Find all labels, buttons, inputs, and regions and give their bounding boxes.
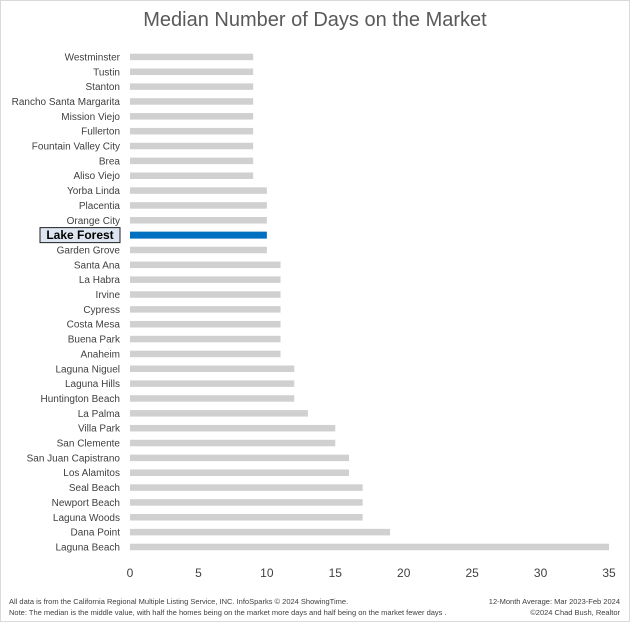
x-tick-label-20: 20 xyxy=(397,566,411,580)
category-label-huntington-beach: Huntington Beach xyxy=(40,394,120,405)
category-label-laguna-woods: Laguna Woods xyxy=(53,513,120,524)
chart-title: Median Number of Days on the Market xyxy=(143,9,487,31)
category-label-westminster: Westminster xyxy=(65,52,121,63)
bar-mission-viejo xyxy=(130,113,254,120)
category-label-brea: Brea xyxy=(99,156,121,167)
bar-la-palma xyxy=(130,410,308,417)
bar-buena-park xyxy=(130,335,281,343)
category-label-stanton: Stanton xyxy=(86,82,120,93)
category-label-la-habra: La Habra xyxy=(79,275,121,286)
bar-laguna-woods xyxy=(130,514,363,521)
bar-villa-park xyxy=(130,424,336,432)
footer-copyright: ©2024 Chad Bush, Realtor xyxy=(530,608,620,617)
category-label-dana-point: Dana Point xyxy=(71,528,121,539)
category-label-yorba-linda: Yorba Linda xyxy=(67,186,120,197)
category-label-seal-beach: Seal Beach xyxy=(69,483,120,494)
bar-los-alamitos xyxy=(130,469,349,476)
footer-median-note: Note: The median is the middle value, wi… xyxy=(9,608,447,617)
category-label-lake-forest: Lake Forest xyxy=(46,228,113,242)
x-tick-label-15: 15 xyxy=(329,566,343,580)
category-label-buena-park: Buena Park xyxy=(68,335,121,346)
bar-brea xyxy=(130,157,254,165)
bar-laguna-niguel xyxy=(130,365,295,373)
x-tick-label-10: 10 xyxy=(260,566,274,580)
category-label-irvine: Irvine xyxy=(96,290,121,301)
category-label-fullerton: Fullerton xyxy=(81,127,120,138)
bar-san-clemente xyxy=(130,439,336,447)
bar-seal-beach xyxy=(130,484,363,491)
x-tick-label-25: 25 xyxy=(465,566,479,580)
bar-placentia xyxy=(130,202,267,209)
bar-newport-beach xyxy=(130,499,363,506)
category-label-santa-ana: Santa Ana xyxy=(74,260,121,271)
x-tick-label-30: 30 xyxy=(534,566,548,580)
category-label-rancho-santa-margarita: Rancho Santa Margarita xyxy=(12,97,121,108)
bar-la-habra xyxy=(130,276,281,283)
x-tick-label-0: 0 xyxy=(127,566,134,580)
bar-yorba-linda xyxy=(130,187,267,194)
category-label-orange-city: Orange City xyxy=(67,216,120,227)
category-label-garden-grove: Garden Grove xyxy=(57,245,121,256)
bar-garden-grove xyxy=(130,246,267,254)
bar-anaheim xyxy=(130,350,281,358)
bar-fullerton xyxy=(130,127,254,135)
highlight-label-box xyxy=(39,227,121,244)
bar-tustin xyxy=(130,68,254,76)
bar-santa-ana xyxy=(130,261,281,269)
bar-laguna-hills xyxy=(130,380,295,387)
category-label-tustin: Tustin xyxy=(93,67,120,78)
category-label-mission-viejo: Mission Viejo xyxy=(61,112,120,123)
bar-rancho-santa-margarita xyxy=(130,98,254,105)
bar-cypress xyxy=(130,306,281,313)
category-label-anaheim: Anaheim xyxy=(81,349,120,360)
bar-fountain-valley-city xyxy=(130,142,254,150)
bar-costa-mesa xyxy=(130,320,281,328)
category-label-los-alamitos: Los Alamitos xyxy=(63,468,120,479)
footer-period: 12-Month Average: Mar 2023-Feb 2024 xyxy=(488,597,620,606)
category-label-costa-mesa: Costa Mesa xyxy=(67,320,121,331)
bar-stanton xyxy=(130,83,254,90)
bar-irvine xyxy=(130,291,281,298)
bar-westminster xyxy=(130,53,254,61)
bar-orange-city xyxy=(130,217,267,224)
category-label-fountain-valley-city: Fountain Valley City xyxy=(32,142,120,153)
category-label-newport-beach: Newport Beach xyxy=(52,498,120,509)
category-label-san-clemente: San Clemente xyxy=(57,439,121,450)
bar-lake-forest xyxy=(130,231,267,239)
category-label-san-juan-capistrano: San Juan Capistrano xyxy=(27,453,121,464)
bar-laguna-beach xyxy=(130,543,609,551)
category-label-laguna-hills: Laguna Hills xyxy=(65,379,120,390)
category-label-laguna-niguel: Laguna Niguel xyxy=(56,364,121,375)
category-label-villa-park: Villa Park xyxy=(78,424,121,435)
x-tick-label-5: 5 xyxy=(195,566,202,580)
bar-dana-point xyxy=(130,528,391,536)
category-label-la-palma: La Palma xyxy=(78,409,121,420)
bar-san-juan-capistrano xyxy=(130,454,349,462)
category-label-placentia: Placentia xyxy=(79,201,121,212)
category-label-aliso-viejo: Aliso Viejo xyxy=(73,171,120,182)
footer-source-note: All data is from the California Regional… xyxy=(9,597,349,606)
bar-aliso-viejo xyxy=(130,172,254,179)
x-tick-label-35: 35 xyxy=(602,566,616,580)
category-label-cypress: Cypress xyxy=(83,305,120,316)
category-label-laguna-beach: Laguna Beach xyxy=(55,542,120,553)
bar-huntington-beach xyxy=(130,395,295,402)
